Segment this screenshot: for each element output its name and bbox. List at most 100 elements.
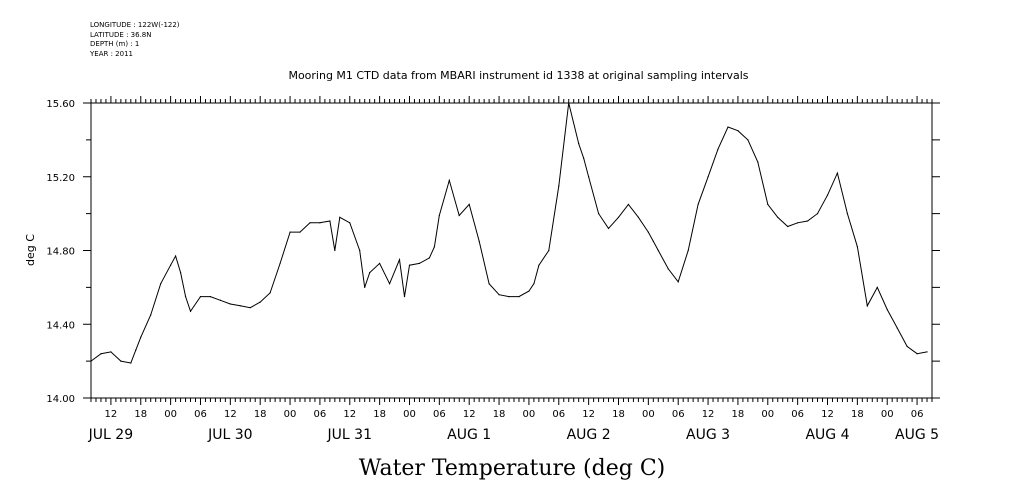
x-hour-label: 06 [433, 409, 446, 420]
x-day-label: AUG 2 [567, 427, 611, 443]
year-text: YEAR : 2011 [90, 49, 133, 58]
data-point [279, 262, 281, 265]
chart-title: Mooring M1 CTD data from MBARI instrumen… [288, 69, 749, 82]
data-point [797, 222, 799, 224]
x-hour-label: 00 [403, 409, 416, 420]
data-point [170, 264, 172, 266]
data-point [110, 351, 112, 353]
data-point [364, 286, 366, 288]
data-point [687, 249, 689, 252]
data-point [747, 139, 749, 141]
data-point [289, 231, 291, 233]
x-hour-label: 06 [672, 409, 685, 420]
data-point [418, 262, 421, 265]
data-point [239, 305, 241, 307]
x-hour-label: 12 [582, 409, 595, 420]
data-point [667, 268, 669, 270]
data-point [568, 102, 570, 104]
data-point [388, 283, 391, 285]
data-point [319, 222, 321, 224]
x-hour-label: 00 [881, 409, 894, 420]
x-hour-label: 06 [314, 409, 327, 420]
x-hour-label: 18 [851, 409, 864, 420]
data-point [408, 264, 411, 266]
x-hour-label: 12 [343, 409, 356, 420]
data-point [916, 353, 918, 355]
data-point [150, 314, 152, 316]
data-point [179, 272, 182, 274]
data-point [309, 222, 311, 224]
data-point [349, 222, 351, 224]
data-point [403, 295, 406, 298]
x-hour-label: 18 [493, 409, 506, 420]
data-point [229, 303, 231, 305]
data-point [189, 310, 192, 312]
data-point [627, 203, 630, 206]
y-axis-label: deg C [24, 234, 37, 266]
data-point [707, 176, 709, 178]
data-point [528, 290, 530, 292]
x-day-label: JUL 29 [88, 427, 133, 443]
data-point [468, 203, 470, 206]
metadata-header: LONGITUDE : 122W(-122) LATITUDE : 36.8N … [90, 21, 180, 59]
data-point [508, 295, 510, 298]
data-point [249, 307, 251, 309]
data-point [269, 292, 271, 294]
temperature-series-line [90, 102, 928, 364]
data-point [647, 231, 649, 233]
data-point [737, 130, 739, 132]
data-point [100, 353, 102, 355]
data-point [219, 299, 221, 301]
x-hour-label: 18 [134, 409, 147, 420]
x-day-label: JUL 30 [207, 427, 252, 443]
data-point [806, 220, 809, 222]
x-hour-label: 00 [284, 409, 297, 420]
data-point [359, 249, 361, 252]
x-hour-label: 12 [224, 409, 237, 420]
data-point [896, 327, 898, 329]
data-point [438, 214, 440, 217]
data-point [727, 126, 729, 128]
x-hour-label: 00 [523, 409, 536, 420]
data-point [448, 179, 450, 182]
data-point [836, 172, 839, 174]
data-point [866, 305, 868, 307]
data-point [369, 272, 371, 274]
axes: 14.00 14.40 14.80 15.20 15.60 12 18 00 06 12 18 00 0… [46, 96, 940, 443]
x-hour-label: 00 [164, 409, 177, 420]
data-point [826, 194, 829, 196]
data-point [558, 185, 560, 187]
data-point [637, 216, 639, 218]
data-point [856, 246, 858, 248]
data-point [697, 203, 699, 206]
y-tick-label: 14.80 [46, 247, 75, 258]
x-day-label: AUG 4 [805, 427, 849, 443]
data-point [717, 148, 719, 150]
data-point [458, 214, 460, 217]
data-point [816, 213, 819, 215]
longitude-text: LONGITUDE : 122W(-122) [90, 21, 180, 29]
x-hour-label: 06 [791, 409, 804, 420]
data-point [777, 216, 779, 218]
data-point [787, 225, 789, 228]
x-hour-label: 06 [552, 409, 565, 420]
data-point [140, 336, 142, 338]
y-tick-label: 15.60 [46, 99, 75, 110]
x-axis-title: Water Temperature (deg C) [359, 456, 666, 481]
data-point [518, 295, 520, 298]
data-point [478, 240, 480, 242]
data-point [135, 349, 137, 351]
x-day-label: AUG 3 [686, 427, 730, 443]
x-day-label: AUG 1 [447, 427, 491, 443]
x-hour-label: 18 [373, 409, 386, 420]
data-point [329, 220, 331, 222]
data-point [428, 257, 430, 259]
x-hour-label: 12 [105, 409, 118, 420]
x-hour-label: 18 [254, 409, 267, 420]
data-point [607, 227, 610, 229]
data-point [199, 295, 202, 298]
y-tick-label: 14.00 [46, 394, 75, 405]
data-point [652, 240, 654, 242]
data-point [538, 264, 540, 266]
